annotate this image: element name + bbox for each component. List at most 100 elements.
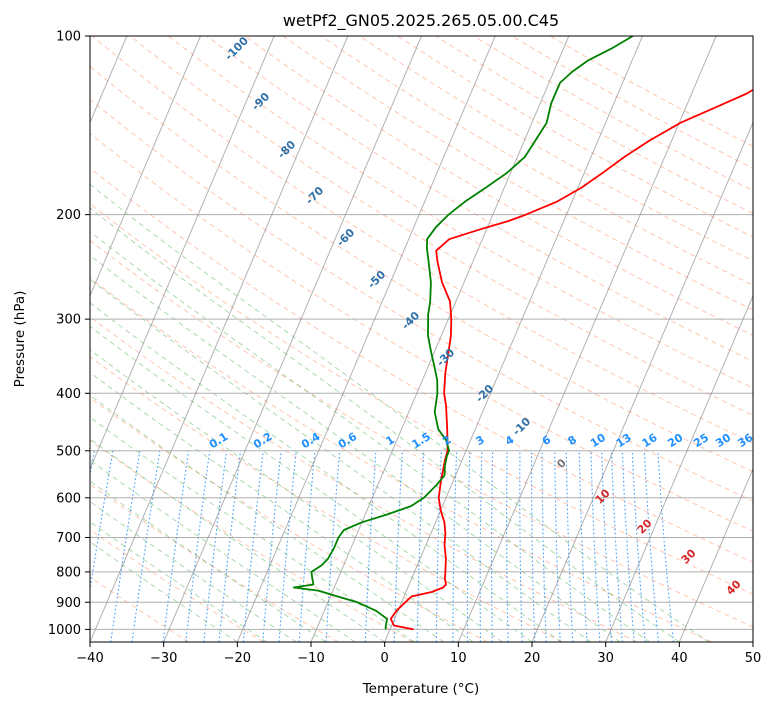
mixing-ratio-line — [601, 450, 613, 642]
x-tick-label: −30 — [150, 651, 177, 666]
moist-adiabat-line — [90, 254, 621, 642]
mixing-ratio-label: 10 — [588, 431, 608, 450]
moist-adiabat-line — [90, 500, 297, 642]
dry-adiabat-line — [435, 36, 753, 215]
y-tick-label: 1000 — [48, 623, 81, 638]
mixing-ratio-line — [90, 450, 114, 594]
dry-adiabat-line — [90, 65, 753, 473]
moist-adiabat-line — [90, 207, 680, 642]
moist-adiabat-line — [90, 230, 651, 642]
dry-adiabat-label: -90 — [249, 90, 272, 113]
dry-adiabat-line — [130, 36, 753, 416]
dry-adiabat-line — [90, 439, 414, 642]
isotherm-line — [384, 36, 643, 642]
mixing-ratio-label: 0.6 — [336, 430, 360, 452]
x-tick-label: −40 — [76, 651, 103, 666]
moist-adiabat-line — [90, 394, 444, 642]
dry-adiabat-label: -20 — [473, 382, 496, 405]
isotherm-line — [90, 36, 201, 297]
mixing-ratio-line — [218, 450, 242, 642]
dry-adiabat-line — [90, 239, 753, 628]
mixing-ratio-line — [631, 450, 646, 642]
mixing-ratio-line — [530, 450, 536, 642]
isotherm-line — [310, 36, 570, 642]
mixing-ratio-line — [490, 450, 494, 642]
moist-adiabat-line — [90, 459, 356, 642]
dry-adiabat-line — [90, 203, 753, 595]
mixing-ratio-line — [185, 450, 211, 642]
x-tick-label: 20 — [524, 651, 541, 666]
mixing-ratio-line — [657, 450, 674, 642]
dry-adiabat-label: -70 — [303, 184, 326, 207]
moist-adiabat-line — [90, 349, 503, 642]
dry-adiabat-label: -50 — [365, 268, 388, 291]
mixing-ratio-label: 20 — [665, 431, 685, 450]
dry-adiabat-label: -30 — [434, 346, 457, 369]
dry-adiabats — [90, 36, 753, 642]
y-tick-label: 100 — [56, 30, 81, 45]
y-tick-label: 900 — [56, 596, 81, 611]
isotherm-line — [752, 640, 753, 642]
dry-adiabat-line — [206, 36, 753, 362]
plot-frame — [89, 35, 754, 643]
temperature-profile — [389, 88, 753, 631]
mixing-ratio-line — [479, 450, 483, 642]
mixing-ratio-label: 0.2 — [251, 430, 274, 451]
mixing-ratio-line — [643, 450, 660, 642]
isotherm-label: 30 — [679, 546, 699, 566]
x-tick-label: 10 — [450, 651, 467, 666]
dry-adiabat-line — [244, 36, 753, 336]
mixing-ratio-line — [242, 450, 264, 642]
dry-adiabat-line — [549, 36, 753, 147]
dry-adiabat-line — [282, 36, 753, 311]
dry-adiabat-line — [90, 483, 339, 642]
mixing-ratio-line — [35, 451, 69, 642]
mixing-ratio-line — [90, 450, 95, 479]
isotherm-line — [531, 121, 753, 642]
x-tick-label: −10 — [297, 651, 324, 666]
skewed-isotherms — [90, 36, 753, 642]
moist-adiabat-line — [90, 416, 415, 642]
x-tick-label: 50 — [745, 651, 762, 666]
moist-adiabat-line — [90, 371, 474, 642]
plot-area: 0.1 0.2 0.4 0.6 1 1.5 2 3 4 6 8 10 13 16 20 25 30 36-100-… — [35, 36, 755, 642]
x-tick-label: 40 — [671, 651, 688, 666]
mixing-ratio-line — [578, 450, 588, 642]
x-axis-ticks: −40 −30 −20 −10 0 10 20 30 40 50 — [76, 642, 761, 666]
mixing-ratio-label: 13 — [614, 431, 634, 450]
mixing-ratio-line — [364, 450, 377, 642]
isotherm-line — [678, 467, 753, 642]
moist-adiabat-line — [90, 541, 238, 642]
adiabat-labels: 0.1 0.2 0.4 0.6 1 1.5 2 3 4 6 8 10 13 16 20 25 30 36-100-… — [207, 36, 755, 598]
x-tick-label: −20 — [224, 651, 251, 666]
mixing-ratio-line — [519, 450, 523, 642]
mixing-ratio-line — [262, 450, 282, 642]
isotherm-line — [236, 36, 496, 642]
mixing-ratio-label: 1.5 — [410, 430, 433, 451]
dry-adiabat-label: -10 — [510, 415, 533, 438]
dry-adiabat-line — [90, 132, 753, 532]
mixing-ratio-label: 30 — [713, 431, 733, 450]
isotherm-line — [457, 36, 717, 642]
y-tick-label: 300 — [56, 313, 81, 328]
dry-adiabat-line — [90, 397, 488, 642]
mixing-ratio-line — [590, 450, 601, 642]
mixing-ratio-line — [466, 450, 471, 642]
x-tick-label: 0 — [381, 651, 389, 666]
mixing-ratio-line — [393, 450, 404, 642]
moist-adiabat-line — [90, 521, 268, 642]
dry-adiabat-line — [90, 167, 753, 563]
y-tick-label: 700 — [56, 531, 81, 546]
isotherm-label: 40 — [724, 577, 744, 597]
mixing-ratio-label: 0.4 — [299, 430, 323, 452]
chart-title: wetPf2_GN05.2025.265.05.00.C45 — [283, 11, 559, 31]
mixing-ratio-line — [506, 450, 509, 642]
moist-adiabat-line — [90, 183, 710, 642]
isotherm-line — [163, 36, 422, 642]
mixing-ratio-label: 36 — [735, 431, 755, 450]
isotherm-line — [90, 36, 275, 471]
y-tick-label: 200 — [56, 208, 81, 223]
dry-adiabat-label: -60 — [334, 226, 357, 249]
mixing-ratio-line — [610, 450, 623, 642]
